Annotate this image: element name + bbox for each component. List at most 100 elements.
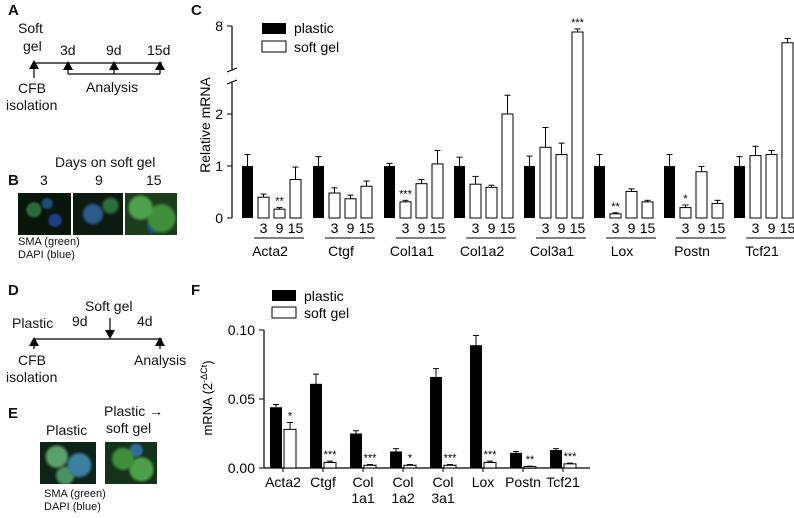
f-category-sublabel-3: 1a2 — [391, 490, 415, 506]
c-bar-plastic-Ctgf — [313, 166, 324, 218]
f-ytick-label: 0.00 — [228, 460, 255, 476]
f-bar-soft-7 — [563, 463, 577, 469]
micrograph-plastic-softgel — [105, 442, 157, 484]
c-day-label: 15 — [288, 220, 304, 236]
panel-label-e: E — [8, 405, 19, 422]
c-ytick-label: 1 — [215, 158, 223, 174]
f-bar-soft-4 — [443, 464, 457, 469]
panel-label-c: C — [191, 2, 202, 19]
f-legend-label-soft: soft gel — [304, 305, 349, 321]
f-ytick-label: 0.10 — [228, 322, 255, 338]
c-gene-label-Col1a1: Col1a1 — [390, 243, 435, 259]
f-bar-plastic-5 — [470, 345, 482, 468]
f-category-sublabel-4: 3a1 — [431, 490, 455, 506]
timeline-d-cfb: CFB — [18, 352, 46, 368]
c-day-label: 3 — [331, 220, 339, 236]
c-day-label: 3 — [682, 220, 690, 236]
micrographs-e-stain-sma: SMA (green) — [44, 488, 106, 500]
f-sig-2: *** — [364, 453, 378, 465]
micrographs-b-day-15: 15 — [146, 172, 162, 188]
f-bar-soft-2 — [363, 464, 377, 469]
c-bar-plastic-Lox — [594, 166, 605, 218]
timeline-d-9d: 9d — [72, 313, 88, 329]
c-sig-Col1a1-3: *** — [399, 188, 413, 200]
f-bar-plastic-2 — [350, 433, 362, 468]
timeline-a-cfb: CFB — [18, 80, 46, 96]
micrographs-e-plastic2: Plastic → — [104, 403, 164, 419]
timeline-a-3d: 3d — [60, 42, 76, 58]
micrographs-b-stain-sma: SMA (green) — [18, 236, 80, 248]
panel-label-f: F — [191, 282, 201, 299]
f-category-label-5: Lox — [472, 474, 495, 490]
f-bar-soft-3 — [403, 464, 417, 469]
c-ytick-label: 0 — [215, 210, 223, 226]
micrographs-e-plastic: Plastic — [46, 422, 88, 438]
f-category-label-6: Postn — [505, 474, 541, 490]
c-ytick-label: 2 — [215, 106, 223, 122]
c-day-label: 15 — [640, 220, 656, 236]
c-bar-plastic-Col1a1 — [384, 166, 395, 218]
f-sig-5: *** — [484, 449, 498, 461]
micrographs-b-day-3: 3 — [40, 172, 48, 188]
c-day-label: 9 — [488, 220, 496, 236]
f-bar-plastic-4 — [430, 376, 442, 468]
c-day-label: 15 — [500, 220, 516, 236]
c-day-label: 3 — [542, 220, 550, 236]
c-sig-Acta2-9: ** — [275, 196, 284, 208]
f-bar-plastic-1 — [310, 383, 322, 468]
c-day-label: 9 — [698, 220, 706, 236]
c-day-label: 3 — [752, 220, 760, 236]
c-gene-label-Lox: Lox — [611, 243, 634, 259]
f-bar-soft-0 — [283, 428, 297, 469]
f-bar-plastic-6 — [510, 452, 522, 468]
c-day-label: 9 — [768, 220, 776, 236]
f-category-label-3: Col — [392, 474, 413, 490]
c-legend-label-soft: soft gel — [294, 39, 339, 55]
timeline-a-analysis: Analysis — [86, 79, 139, 95]
c-day-label: 3 — [402, 220, 410, 236]
timeline-d-plastic: Plastic — [12, 315, 54, 331]
c-day-label: 9 — [558, 220, 566, 236]
timeline-d-softgel: Soft gel — [85, 298, 133, 314]
f-legend-label-plastic: plastic — [304, 288, 344, 304]
f-bar-soft-5 — [483, 461, 497, 469]
micrograph-day-3 — [18, 193, 71, 235]
f-bar-plastic-7 — [550, 450, 562, 468]
panel-label-b: B — [8, 172, 19, 189]
c-day-label: 9 — [276, 220, 284, 236]
c-gene-label-Postn: Postn — [674, 243, 710, 259]
c-gene-label-Tcf21: Tcf21 — [745, 243, 779, 259]
f-bar-soft-6 — [523, 466, 537, 469]
timeline-d-arrows — [29, 318, 165, 349]
f-sig-3: * — [408, 453, 413, 465]
f-category-label-7: Tcf21 — [546, 474, 580, 490]
f-ytick-label: 0.05 — [228, 391, 255, 407]
timeline-a-gel: gel — [23, 38, 42, 54]
micrographs-b-title: Days on soft gel — [55, 154, 156, 170]
f-category-sublabel-2: 1a1 — [351, 490, 375, 506]
c-sig-Col3a1-15: *** — [571, 17, 585, 29]
c-day-label: 3 — [472, 220, 480, 236]
c-day-label: 15 — [430, 220, 446, 236]
f-sig-7: *** — [564, 451, 578, 463]
c-day-label: 3 — [260, 220, 268, 236]
c-gene-label-Ctgf: Ctgf — [328, 243, 354, 259]
timeline-d-analysis: Analysis — [134, 352, 187, 368]
micrographs-e-stain-dapi: DAPI (blue) — [44, 501, 101, 513]
f-legend-swatch-plastic — [272, 290, 296, 301]
c-day-label: 15 — [570, 220, 586, 236]
f-legend-swatch-soft — [271, 306, 297, 319]
c-y-axis-label: Relative mRNA — [197, 77, 213, 173]
micrograph-day-15 — [125, 193, 177, 235]
c-axis-break-2 — [226, 67, 238, 73]
c-bar-plastic-Col3a1 — [524, 166, 535, 218]
c-bar-plastic-Col1a2 — [454, 166, 465, 218]
timeline-a-isolation: isolation — [6, 97, 58, 113]
timeline-a-arrows — [29, 60, 165, 78]
c-legend-swatch-soft — [261, 40, 287, 53]
f-sig-6: ** — [526, 454, 535, 466]
f-bar-plastic-0 — [270, 407, 282, 468]
f-category-label-4: Col — [432, 474, 453, 490]
